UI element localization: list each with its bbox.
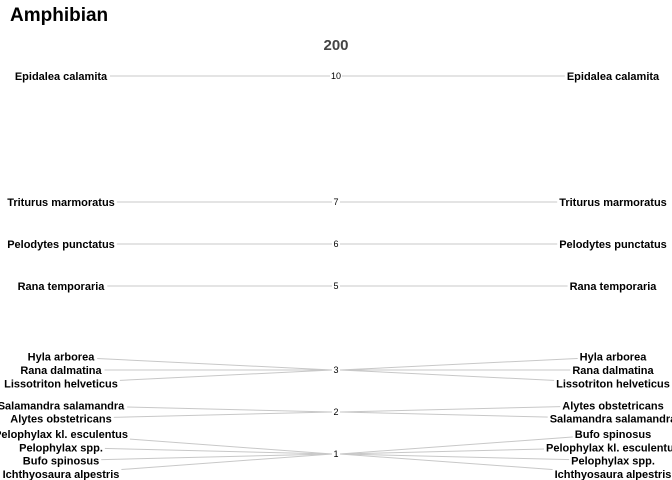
left-species-label: Pelophylax spp. <box>19 442 103 454</box>
right-label-halo <box>547 413 672 426</box>
left-label-halo <box>0 400 128 413</box>
right-species-label: Lissotriton helveticus <box>556 378 670 390</box>
left-label-halo <box>8 413 114 426</box>
left-label-halo <box>17 442 105 455</box>
left-label-halo <box>5 239 117 251</box>
column-header: 200 <box>323 37 348 54</box>
level-value-label: 3 <box>333 365 338 375</box>
left-species-label: Rana temporaria <box>18 281 106 293</box>
right-species-label: Alytes obstetricans <box>562 400 663 412</box>
level-label-halo <box>332 407 340 417</box>
level-label-halo <box>332 449 340 459</box>
level-value-label: 7 <box>333 197 338 207</box>
right-label-halo <box>554 378 672 391</box>
right-label-halo <box>552 468 672 480</box>
level-label-halo <box>332 197 340 207</box>
right-species-label: Salamandra salamandra <box>550 414 672 426</box>
right-species-label: Triturus marmoratus <box>559 197 667 209</box>
left-species-label: Pelodytes punctatus <box>7 239 115 251</box>
level-value-label: 2 <box>333 407 338 417</box>
right-species-label: Ichthyosaura alpestris <box>555 469 672 480</box>
left-connector-line <box>60 453 333 462</box>
left-label-halo <box>20 455 102 468</box>
right-species-label: Pelodytes punctatus <box>559 239 667 251</box>
left-species-label: Bufo spinosus <box>23 456 99 468</box>
right-label-halo <box>569 455 657 468</box>
left-label-halo <box>2 378 120 391</box>
right-label-halo <box>567 281 660 293</box>
left-label-halo <box>0 468 122 480</box>
right-species-label: Epidalea calamita <box>567 71 660 83</box>
right-species-label: Rana temporaria <box>570 281 658 293</box>
right-species-label: Pelophylax kl. esculentus <box>546 442 672 454</box>
right-label-halo <box>560 400 666 413</box>
left-label-halo <box>18 365 105 377</box>
chart-title: Amphibian <box>10 5 109 26</box>
left-species-label: Salamandra salamandra <box>0 400 125 412</box>
left-label-halo <box>0 429 130 442</box>
left-species-label: Ichthyosaura alpestris <box>3 469 120 480</box>
right-label-halo <box>572 429 654 442</box>
left-label-halo <box>25 351 98 364</box>
right-label-halo <box>557 239 669 251</box>
right-label-halo <box>564 71 663 83</box>
left-species-label: Hyla arborea <box>28 352 96 364</box>
right-connector-line <box>339 433 614 455</box>
level-value-label: 5 <box>333 281 338 291</box>
left-species-label: Pelophylax kl. esculentus <box>0 429 128 441</box>
left-species-label: Epidalea calamita <box>15 71 108 83</box>
right-label-halo <box>577 351 650 364</box>
level-label-halo <box>332 281 340 291</box>
level-value-label: 10 <box>331 71 341 81</box>
left-species-label: Alytes obstetricans <box>10 414 111 426</box>
right-connector-line <box>339 453 614 462</box>
species-labels: Epidalea calamita Triturus marmoratus Pelo… <box>0 71 672 480</box>
left-label-halo <box>12 71 111 83</box>
right-species-label: Hyla arborea <box>580 352 648 364</box>
left-connector-line <box>60 356 333 371</box>
level-label-halo <box>332 239 340 249</box>
left-species-label: Lissotriton helveticus <box>4 378 118 390</box>
level-value-label: 1 <box>333 449 338 459</box>
level-value-label: 6 <box>333 239 338 249</box>
level-label-halo <box>329 71 343 81</box>
right-connector-line <box>339 356 614 371</box>
left-species-label: Rana dalmatina <box>20 365 102 377</box>
right-species-label: Bufo spinosus <box>575 429 651 441</box>
right-label-halo <box>544 442 672 455</box>
right-label-halo <box>557 197 669 209</box>
right-species-label: Rana dalmatina <box>572 365 654 377</box>
left-label-halo <box>15 281 108 293</box>
left-label-halo <box>5 197 117 209</box>
right-label-halo <box>570 365 657 377</box>
right-species-label: Pelophylax spp. <box>571 456 655 468</box>
left-connector-line <box>60 446 333 455</box>
level-labels: 10 7 6 5 3 2 1 <box>329 71 343 459</box>
left-species-label: Triturus marmoratus <box>7 197 115 209</box>
level-label-halo <box>332 365 340 375</box>
